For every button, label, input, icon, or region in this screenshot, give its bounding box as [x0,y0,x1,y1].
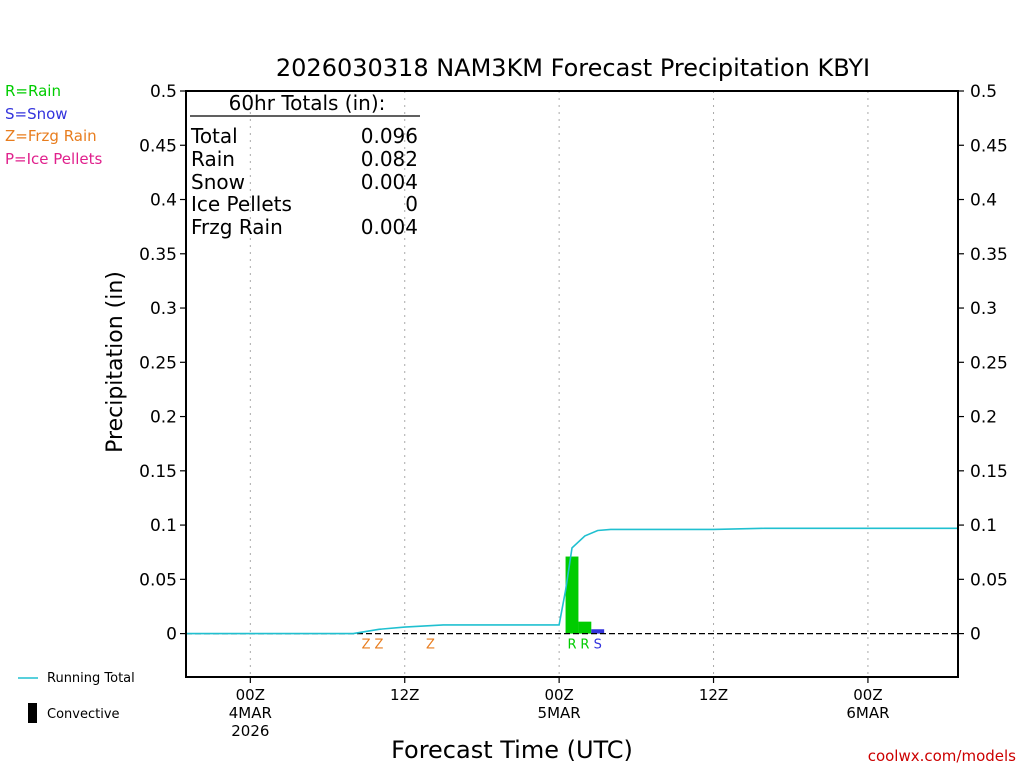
totals-value-total: 0.096 [361,124,418,148]
rain-bar [565,556,579,634]
legend-running-total: Running Total [47,671,135,686]
totals-label-snow: Snow [191,170,245,194]
totals-label-total: Total [190,124,238,148]
bars [565,556,605,634]
legend-frzg-rain: Z=Frzg Rain [5,127,97,145]
y-tick-label-right: 0.2 [970,408,997,428]
totals-value-snow: 0.004 [361,170,418,194]
grid [249,91,869,677]
legend-snow: S=Snow [5,105,68,123]
snow-bar [591,629,605,634]
y-tick-label-left: 0 [166,625,177,645]
y-axis-label: Precipitation (in) [103,271,128,453]
rain-marker: R [580,638,589,653]
totals-label-frzg-rain: Frzg Rain [191,215,283,239]
x-tick-label: 12Z [699,686,728,704]
x-tick-label: 00Z [236,686,265,704]
snow-marker: S [594,638,602,653]
x-axis-label: Forecast Time (UTC) [391,736,633,764]
x-tick-label: 6MAR [846,704,889,722]
y-tick-label-left: 0.45 [139,136,177,156]
frzg-marker: Z [375,638,384,653]
x-tick-label: 4MAR [229,704,272,722]
x-tick-label: 5MAR [538,704,581,722]
y-tick-label-right: 0.25 [970,353,1008,373]
y-tick-label-right: 0.45 [970,136,1008,156]
y-tick-label-left: 0.2 [150,408,177,428]
totals-label-rain: Rain [191,147,235,171]
y-tick-label-right: 0.1 [970,516,997,536]
rain-bar [578,621,592,634]
watermark: coolwx.com/models [868,747,1016,765]
totals-box: 60hr Totals (in): Total 0.096 Rain 0.082… [190,91,420,239]
y-tick-label-right: 0.4 [970,191,997,211]
legend-convective: Convective [47,707,120,722]
y-tick-label-left: 0.5 [150,82,177,102]
y-tick-label-left: 0.05 [139,570,177,590]
y-axis-ticks: 0 0 0.05 0.05 0.1 0.1 0.15 0.15 0.2 0.2 0.25 0.25 0.… [139,82,1008,645]
plot-frame [185,90,959,678]
x-tick-label: 00Z [853,686,882,704]
y-tick-label-right: 0.05 [970,570,1008,590]
chart-title: 2026030318 NAM3KM Forecast Precipitation… [276,54,870,82]
y-tick-label-right: 0.5 [970,82,997,102]
legend-rain: R=Rain [5,82,61,100]
totals-header: 60hr Totals (in): [229,91,386,115]
line-legend: Running Total Convective [18,671,135,723]
y-tick-label-left: 0.15 [139,462,177,482]
convective-swatch [28,703,37,723]
legend-ice-pellets: P=Ice Pellets [5,150,102,168]
y-tick-label-right: 0.15 [970,462,1008,482]
totals-value-rain: 0.082 [361,147,418,171]
y-tick-label-right: 0 [970,625,981,645]
y-tick-label-left: 0.3 [150,299,177,319]
y-tick-label-left: 0.4 [150,191,177,211]
y-tick-label-left: 0.35 [139,245,177,265]
x-tick-label: 00Z [544,686,573,704]
x-tick-label: 12Z [390,686,419,704]
totals-value-frzg-rain: 0.004 [361,215,418,239]
x-tick-label: 2026 [231,722,269,740]
y-tick-label-left: 0.1 [150,516,177,536]
rain-marker: R [567,638,576,653]
y-tick-label-left: 0.25 [139,353,177,373]
y-tick-label-right: 0.35 [970,245,1008,265]
ptype-legend: R=Rain S=Snow Z=Frzg Rain P=Ice Pellets [5,82,102,168]
y-tick-label-right: 0.3 [970,299,997,319]
frzg-marker: Z [426,638,435,653]
totals-value-ice-pellets: 0 [405,192,418,216]
totals-label-ice-pellets: Ice Pellets [191,192,292,216]
running-total-line [186,527,958,635]
frzg-marker: Z [362,638,371,653]
